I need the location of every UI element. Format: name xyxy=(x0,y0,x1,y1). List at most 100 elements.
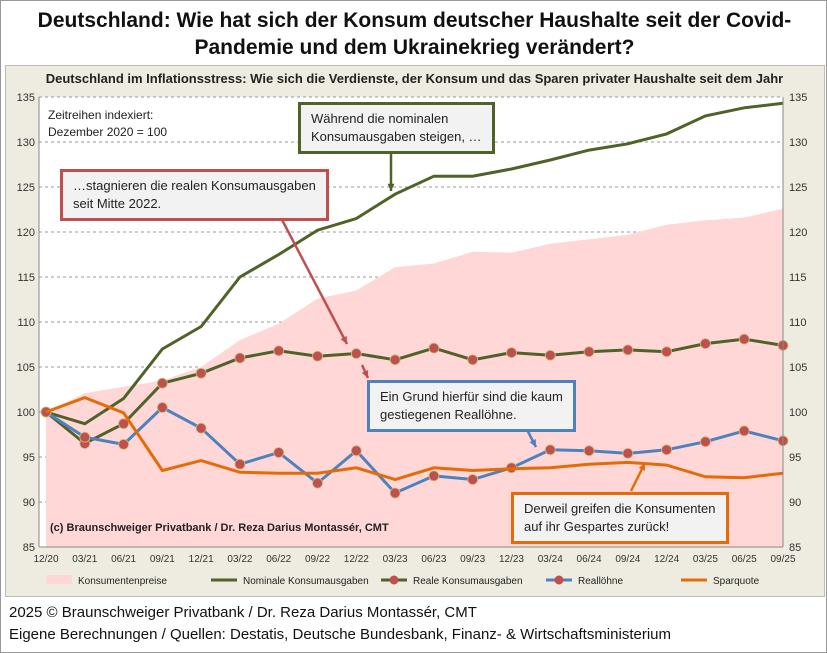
point-Reale Konsumausgaben xyxy=(738,333,750,345)
line-Reallöhne xyxy=(45,405,784,495)
y-tick-label-left: 135 xyxy=(17,92,35,104)
y-tick-label-left: 85 xyxy=(23,542,35,554)
legend-label: Sparquote xyxy=(713,576,760,587)
x-tick-label: 06/25 xyxy=(732,554,757,565)
point-Reallöhne xyxy=(234,458,246,470)
annotation-nominal: Während die nominalen Konsumausgaben stei… xyxy=(298,102,495,154)
point-Reallöhne xyxy=(544,444,556,456)
point-Reale Konsumausgaben xyxy=(389,354,401,366)
arrow-real xyxy=(277,213,349,345)
index-note-line: Zeitreihen indexiert: xyxy=(48,108,154,122)
point-Reale Konsumausgaben xyxy=(428,342,440,354)
y-tick-label-left: 130 xyxy=(17,137,35,149)
y-tick-label-right: 85 xyxy=(789,542,801,554)
x-tick-label: 03/24 xyxy=(538,554,563,565)
y-tick-label-left: 95 xyxy=(23,452,35,464)
x-tick-label: 03/23 xyxy=(383,554,408,565)
x-tick-label: 06/22 xyxy=(266,554,291,565)
point-Reallöhne xyxy=(389,487,401,499)
x-tick-label: 09/23 xyxy=(460,554,485,565)
point-Reallöhne xyxy=(273,447,285,458)
point-Reallöhne xyxy=(156,402,168,413)
point-Reale Konsumausgaben xyxy=(234,352,246,364)
arrow-wages-head xyxy=(529,439,536,447)
footer-sources: Eigene Berechnungen / Quellen: Destatis,… xyxy=(9,626,671,643)
legend-marker xyxy=(554,575,564,585)
point-Reallöhne xyxy=(118,438,129,450)
legend-marker xyxy=(389,575,399,585)
point-Reallöhne xyxy=(661,444,673,456)
point-Reallöhne xyxy=(79,431,91,443)
arrow-nominal-head xyxy=(387,183,395,191)
y-tick-label-left: 100 xyxy=(17,407,35,419)
chart-svg: 85 85 90 90 95 95 100 100 105 105 110 110 115 115 120 1… xyxy=(17,92,808,587)
x-tick-label: 09/24 xyxy=(615,554,640,565)
x-tick-label: 12/20 xyxy=(33,554,58,565)
y-tick-label-left: 120 xyxy=(17,227,35,239)
point-Reale Konsumausgaben xyxy=(583,346,595,358)
point-Reale Konsumausgaben xyxy=(544,349,556,361)
y-tick-label-right: 125 xyxy=(789,182,807,194)
point-Reallöhne xyxy=(738,425,750,437)
point-Reallöhne xyxy=(583,445,595,457)
annotation-text: Ein Grund hierfür sind die kaum xyxy=(380,389,563,404)
y-tick-label-right: 105 xyxy=(789,362,807,374)
annotation-text: Konsumausgaben steigen, … xyxy=(311,129,482,144)
annotation-real: …stagnieren die realen Konsumausgaben sei… xyxy=(60,169,329,221)
chart-copyright: (c) Braunschweiger Privatbank / Dr. Reza… xyxy=(50,522,389,534)
point-Reale Konsumausgaben xyxy=(195,367,207,379)
y-tick-label-left: 90 xyxy=(23,497,35,509)
point-Reallöhne xyxy=(312,477,323,489)
point-Reale Konsumausgaben xyxy=(661,346,673,358)
annotation-text: gestiegenen Reallöhne. xyxy=(380,407,517,422)
arrow-savings-head xyxy=(638,463,645,471)
annotation-text: auf ihr Gespartes zurück! xyxy=(524,519,670,534)
point-Reallöhne xyxy=(195,422,207,434)
x-tick-label: 12/21 xyxy=(189,554,214,565)
y-tick-label-right: 135 xyxy=(789,92,807,104)
point-Reallöhne xyxy=(700,436,711,448)
y-tick-label-right: 115 xyxy=(789,272,807,284)
y-tick-label-left: 115 xyxy=(17,272,35,284)
x-tick-label: 09/25 xyxy=(770,554,795,565)
point-Reale Konsumausgaben xyxy=(700,338,711,350)
chart-title: Deutschland im Inflationsstress: Wie sic… xyxy=(45,71,784,86)
line-Nominale Konsumausgaben xyxy=(45,101,784,426)
point-Reallöhne xyxy=(350,445,362,457)
y-tick-label-right: 95 xyxy=(789,452,801,464)
footer-copyright: 2025 © Braunschweiger Privatbank / Dr. R… xyxy=(9,604,477,621)
point-Reale Konsumausgaben xyxy=(467,354,479,366)
annotation-savings: Derweil greifen die Konsumenten auf ihr G… xyxy=(511,492,729,544)
line-Reale Konsumausgaben xyxy=(45,337,784,446)
page-title: Deutschland: Wie hat sich der Konsum deu… xyxy=(37,9,792,59)
y-tick-label-left: 110 xyxy=(17,317,35,329)
legend-label: Nominale Konsumausgaben xyxy=(243,576,369,587)
point-Reallöhne xyxy=(467,474,479,485)
y-tick-label-left: 105 xyxy=(17,362,35,374)
point-Reale Konsumausgaben xyxy=(118,418,129,430)
x-tick-label: 12/24 xyxy=(654,554,679,565)
x-tick-label: 06/21 xyxy=(111,554,136,565)
legend-label: Konsumentenpreise xyxy=(78,576,167,587)
x-tick-label: 12/22 xyxy=(344,554,369,565)
point-Reale Konsumausgaben xyxy=(156,377,168,389)
x-tick-label: 03/22 xyxy=(227,554,252,565)
legend-swatch xyxy=(46,575,72,584)
line-Sparquote xyxy=(45,395,784,482)
annotation-text: Derweil greifen die Konsumenten xyxy=(524,501,716,516)
legend-label: Reallöhne xyxy=(578,576,623,587)
point-Reale Konsumausgaben xyxy=(273,345,285,357)
annotation-wages: Ein Grund hierfür sind die kaum gestiegen… xyxy=(367,380,576,432)
point-Reale Konsumausgaben xyxy=(622,344,634,356)
legend-label: Reale Konsumausgaben xyxy=(413,576,523,587)
arrow-real-2-head xyxy=(361,370,369,378)
arrow-real-head xyxy=(340,336,347,344)
x-tick-label: 12/23 xyxy=(499,554,524,565)
x-tick-label: 03/25 xyxy=(693,554,718,565)
annotation-text: …stagnieren die realen Konsumausgaben xyxy=(73,178,316,193)
x-tick-label: 03/21 xyxy=(72,554,97,565)
point-Reallöhne xyxy=(622,447,634,459)
point-Reallöhne xyxy=(428,470,440,482)
index-note-line: Dezember 2020 = 100 xyxy=(48,125,168,139)
point-Reale Konsumausgaben xyxy=(350,348,362,359)
